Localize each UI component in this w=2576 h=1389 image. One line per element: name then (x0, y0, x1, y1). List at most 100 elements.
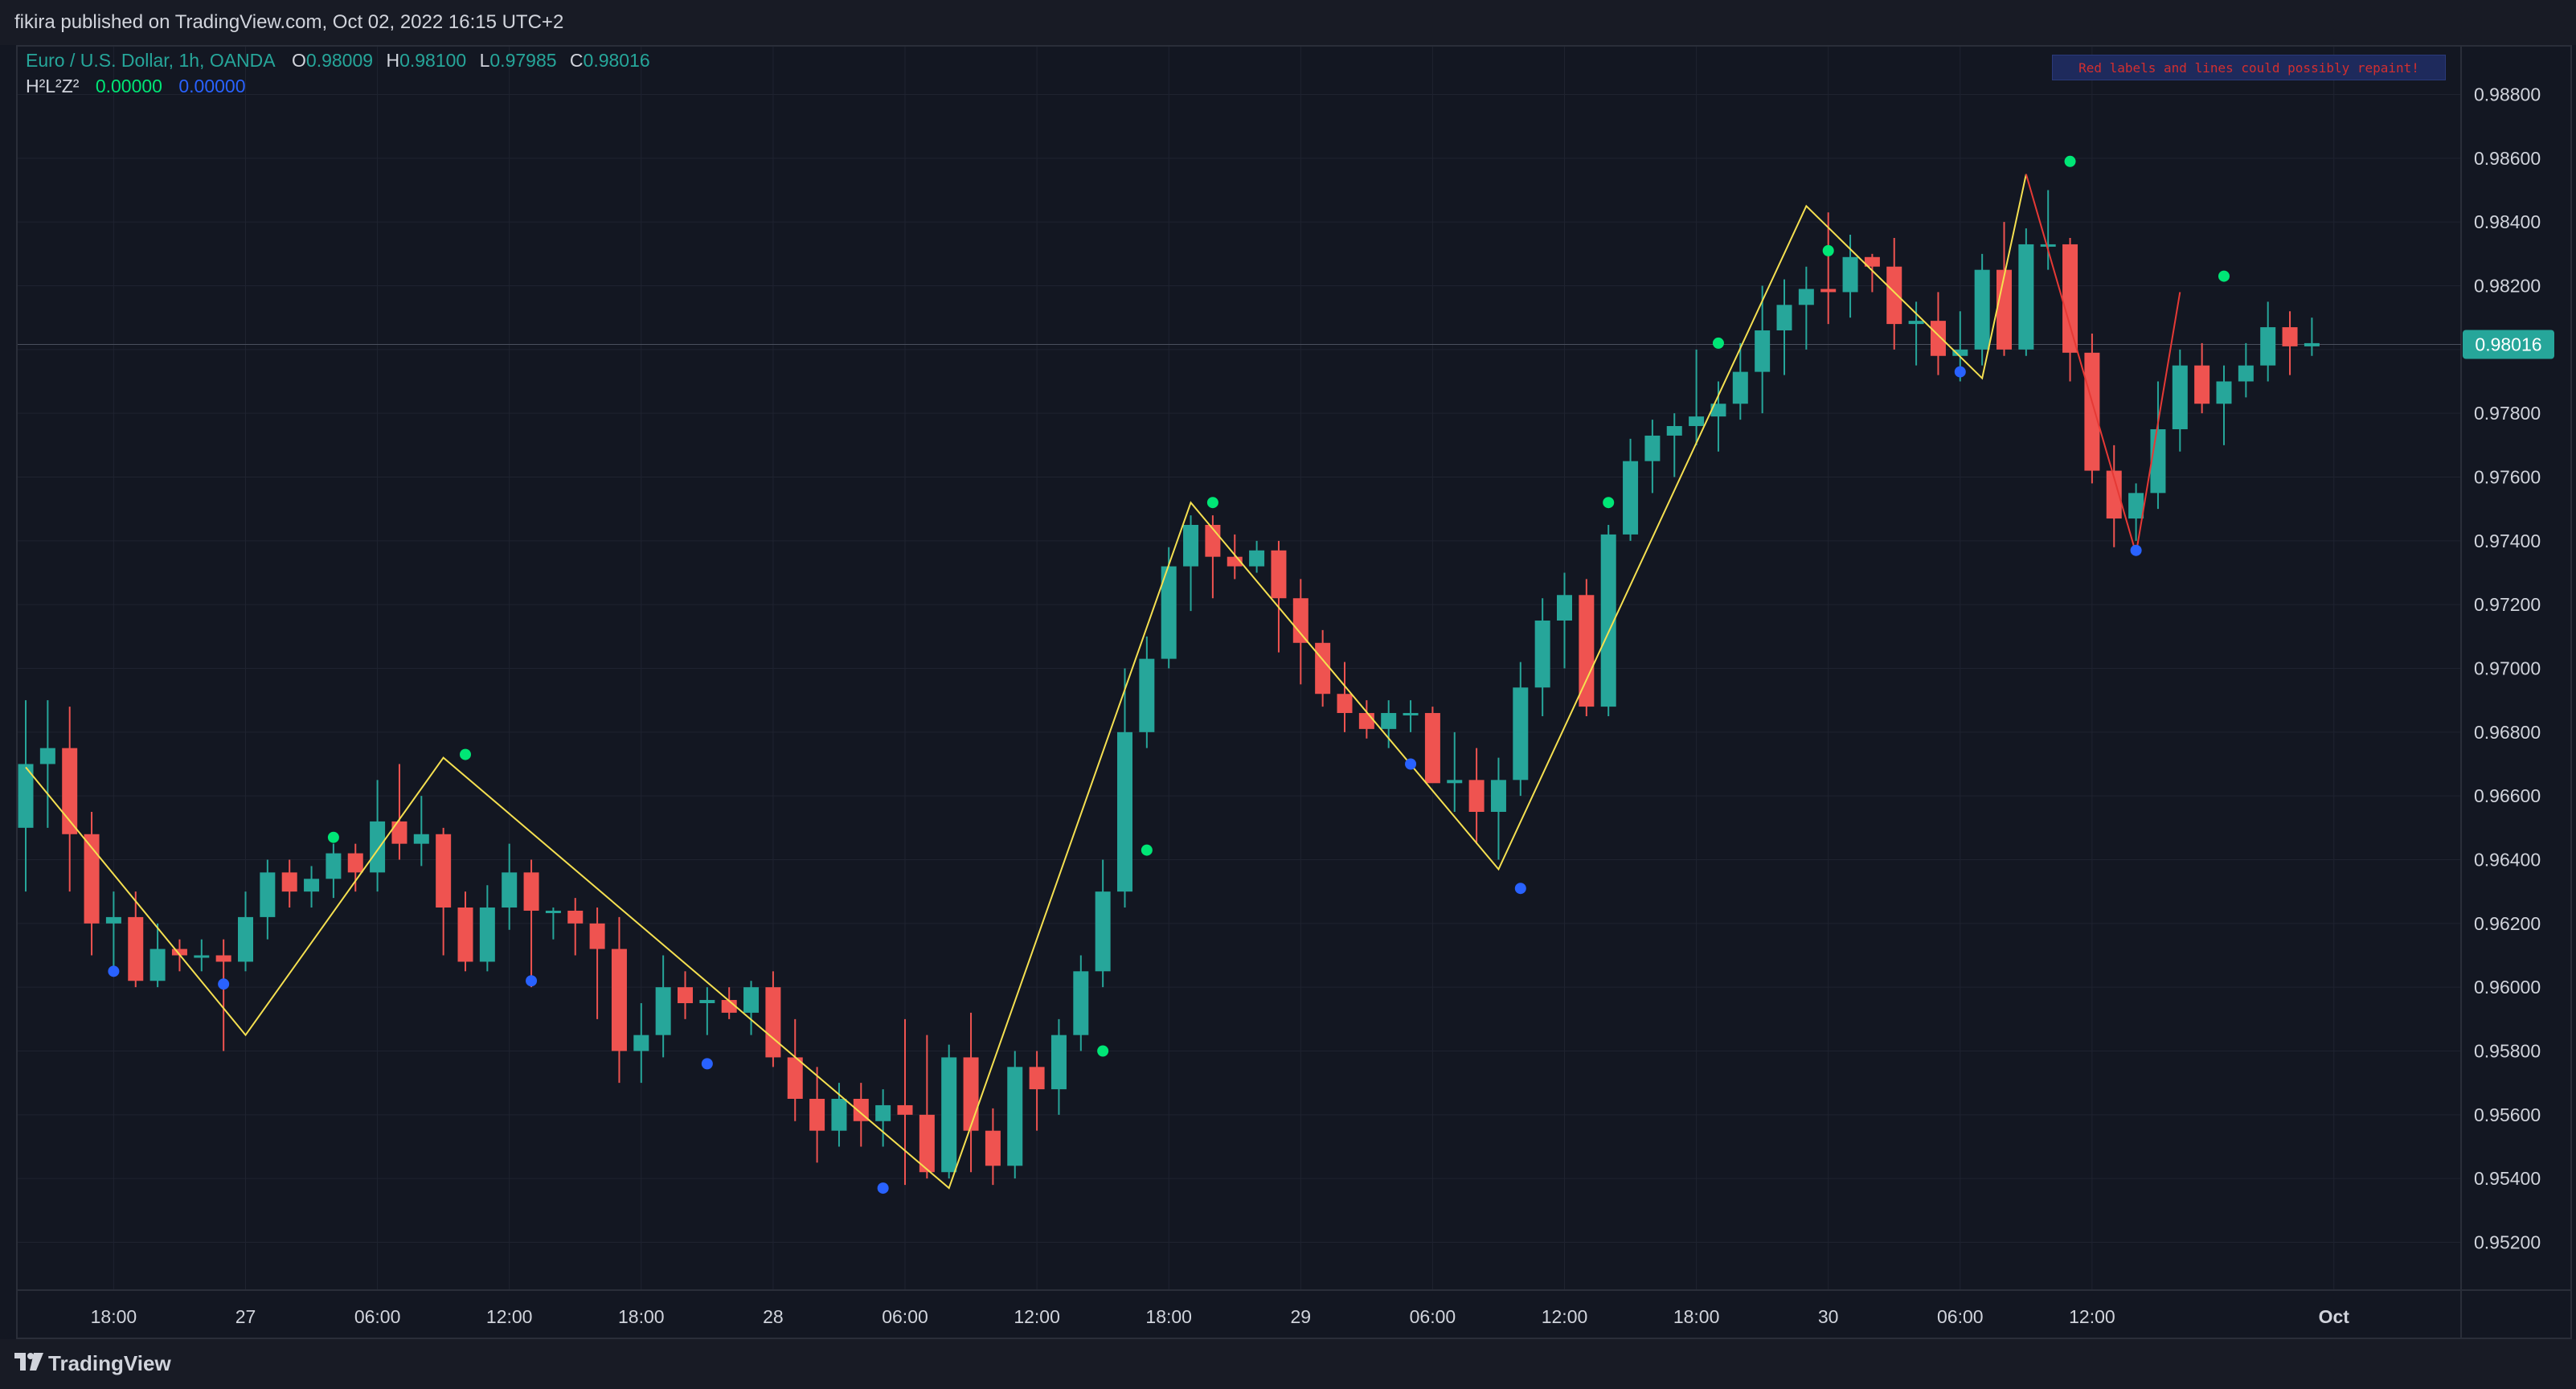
time-tick-label: 12:00 (486, 1306, 533, 1327)
price-tick-label: 0.95400 (2474, 1168, 2541, 1189)
time-tick-label: 06:00 (1410, 1306, 1456, 1327)
candle-body (391, 821, 407, 844)
price-tick-label: 0.95600 (2474, 1104, 2541, 1125)
pivot-high-dot (1822, 244, 1834, 256)
candle-body (1974, 269, 1990, 350)
time-tick-label: 28 (763, 1306, 784, 1327)
candle-body (611, 949, 627, 1051)
time-tick-label: 18:00 (618, 1306, 665, 1327)
candle-body (678, 987, 693, 1003)
pivot-low-dot (2130, 544, 2142, 556)
candle-body (238, 916, 253, 962)
price-tick-label: 0.96000 (2474, 977, 2541, 998)
candle-body (1513, 687, 1529, 781)
price-tick-label: 0.98600 (2474, 148, 2541, 169)
open-value: 0.98009 (305, 50, 374, 71)
pivot-low-dot (1954, 366, 1966, 378)
open-label: O (292, 50, 306, 71)
candle-body (1050, 1035, 1067, 1090)
candle-body (941, 1057, 957, 1173)
candle-body (1029, 1067, 1045, 1090)
pivot-low-dot (218, 978, 230, 990)
close-label: C (569, 50, 584, 71)
candle-body (1447, 780, 1463, 784)
time-tick-label: 06:00 (882, 1306, 928, 1327)
candle-body (149, 949, 166, 981)
pivot-high-dot (2218, 270, 2230, 282)
candle-body (2260, 327, 2276, 366)
candle-body (1557, 595, 1572, 621)
candle-body (326, 853, 342, 879)
candle-body (589, 923, 605, 949)
symbol-legend[interactable]: Euro / U.S. Dollar, 1h, OANDA O0.98009 H… (26, 50, 658, 72)
candle-body (1886, 266, 1902, 325)
pivot-high-dot (1712, 337, 1724, 349)
footer-bar (0, 1339, 2576, 1389)
pivot-low-dot (526, 975, 538, 987)
candle-body (62, 748, 78, 834)
time-tick-label: 27 (235, 1306, 256, 1327)
candle-body (347, 853, 363, 873)
candle-body (2194, 365, 2210, 404)
candle-body (304, 879, 320, 892)
candle-body (919, 1114, 935, 1173)
pivot-low-dot (1514, 883, 1526, 895)
price-tick-label: 0.98200 (2474, 276, 2541, 297)
time-tick-label: 06:00 (354, 1306, 401, 1327)
candle-body (2216, 381, 2232, 404)
high-value: 0.98100 (399, 50, 467, 71)
candle-body (18, 764, 34, 828)
candle-body (787, 1057, 803, 1099)
candle-body (1600, 534, 1616, 707)
candle-body (831, 1099, 847, 1131)
candle-body (1007, 1067, 1023, 1166)
candle-body (963, 1057, 979, 1131)
time-tick-label: 18:00 (1145, 1306, 1192, 1327)
candle-body (215, 955, 231, 962)
pivot-low-dot (877, 1182, 889, 1194)
candle-body (633, 1035, 649, 1051)
price-tick-label: 0.97200 (2474, 594, 2541, 615)
price-tick-label: 0.97400 (2474, 531, 2541, 551)
candle-body (1227, 556, 1243, 567)
candle-body (2238, 365, 2254, 382)
candle-body (809, 1099, 825, 1131)
chart-frame[interactable] (16, 45, 2572, 1339)
candle-body (1534, 621, 1550, 688)
candle-body (479, 908, 495, 962)
candle-body (260, 872, 276, 917)
candle-body (2040, 244, 2056, 247)
candle-body (1403, 713, 1419, 716)
price-tick-label: 0.97600 (2474, 467, 2541, 488)
time-tick-label: 30 (1818, 1306, 1839, 1327)
candle-body (39, 748, 55, 764)
close-value: 0.98016 (583, 50, 650, 71)
last-price-label: 0.98016 (2475, 334, 2541, 354)
pivot-high-dot (1141, 844, 1153, 856)
candle-body (2128, 493, 2144, 519)
candle-body (655, 987, 671, 1035)
candle-body (1073, 971, 1089, 1035)
candle-body (1820, 289, 1837, 293)
candle-body (370, 821, 386, 873)
candle-body (413, 834, 429, 844)
candle-body (1139, 658, 1155, 732)
symbol-name: Euro / U.S. Dollar, 1h, OANDA (26, 50, 276, 71)
pivot-low-dot (1405, 758, 1417, 770)
candle-body (1490, 780, 1506, 812)
high-label: H (386, 50, 400, 71)
candle-body (2304, 342, 2320, 346)
candle-body (436, 834, 452, 908)
indicator-name: H²L²Z² (26, 76, 80, 96)
pivot-high-dot (1206, 497, 1218, 509)
candle-body (1666, 426, 1682, 436)
candle-body (1315, 642, 1331, 694)
candle-body (1732, 371, 1748, 404)
candle-body (765, 987, 781, 1058)
time-tick-label: 06:00 (1937, 1306, 1984, 1327)
time-tick-label: Oct (2319, 1306, 2350, 1327)
indicator-legend[interactable]: H²L²Z² 0.00000 0.00000 (26, 76, 246, 97)
candle-body (1337, 694, 1353, 714)
candle-body (1952, 349, 1968, 356)
